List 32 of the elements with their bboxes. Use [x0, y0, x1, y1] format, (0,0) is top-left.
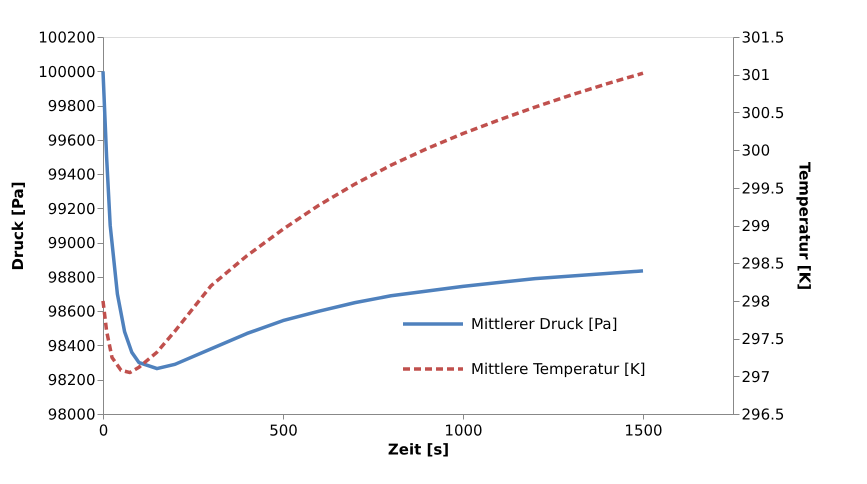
y-tick-label: 99800	[48, 97, 96, 116]
x-tick-label: 1000	[444, 422, 483, 440]
y-tick-label: 99000	[48, 234, 96, 252]
x-tick-label: 1500	[624, 422, 663, 440]
y2-tick-label: 298.5	[742, 254, 784, 273]
legend-label: Mittlerer Druck [Pa]	[471, 315, 618, 333]
y2-tick-label: 300	[742, 142, 770, 160]
legend-label: Mittlere Temperatur [K]	[471, 360, 646, 378]
y-tick-label: 98600	[48, 302, 96, 321]
y-tick-label: 98200	[48, 371, 96, 390]
x-axis-title: Zeit [s]	[388, 440, 450, 458]
y2-tick-label: 297.5	[742, 330, 784, 348]
y2-tick-label: 299	[742, 217, 770, 235]
y-tick-label: 98800	[48, 268, 96, 286]
y-tick-label: 99600	[48, 131, 96, 150]
x-tick-label: 0	[98, 422, 108, 440]
y2-tick-label: 298	[742, 292, 770, 310]
y-tick-label: 99200	[48, 200, 96, 218]
y2-tick-label: 300.5	[742, 104, 784, 122]
y-tick-label: 100200	[38, 28, 96, 46]
x-tick-label: 500	[269, 422, 298, 440]
y2-tick-label: 301.5	[742, 28, 784, 46]
y-axis-title: Druck [Pa]	[9, 181, 28, 271]
y2-tick-label: 299.5	[742, 179, 784, 198]
y-tick-label: 99400	[48, 166, 96, 184]
y-tick-label: 100000	[38, 62, 96, 81]
y-tick-label: 98400	[48, 336, 96, 355]
y2-axis-title: Temperatur [K]	[795, 162, 814, 290]
y2-tick-label: 301	[742, 66, 770, 84]
y-tick-label: 98000	[48, 406, 96, 424]
y2-tick-label: 296.5	[742, 406, 784, 424]
y2-tick-label: 297	[742, 368, 770, 386]
